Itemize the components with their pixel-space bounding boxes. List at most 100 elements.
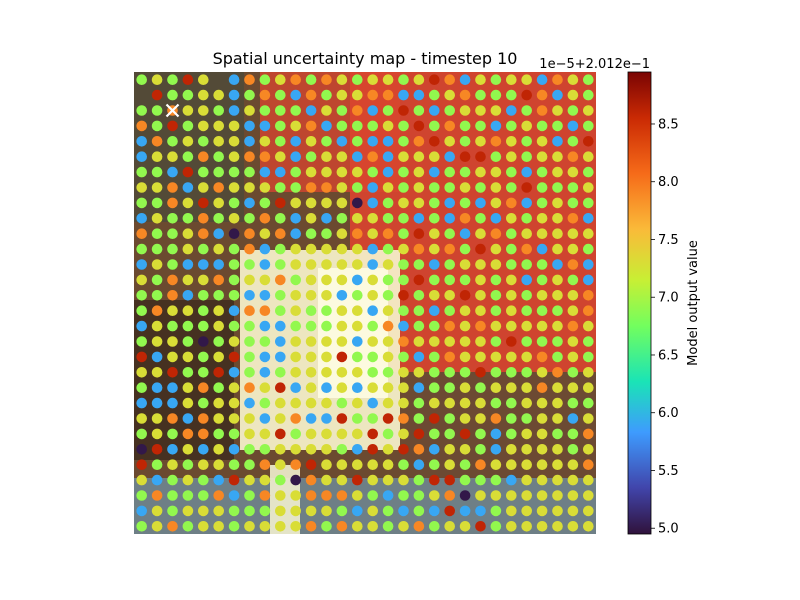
data-point — [213, 444, 224, 455]
data-point — [521, 474, 532, 486]
data-point — [321, 367, 332, 378]
data-point — [136, 459, 147, 471]
data-point — [167, 413, 178, 424]
data-point — [305, 351, 317, 363]
data-point — [536, 444, 548, 455]
data-point — [136, 505, 147, 517]
data-point — [275, 505, 286, 517]
data-point — [259, 505, 271, 517]
data-point — [244, 521, 255, 532]
data-point — [413, 166, 425, 178]
data-point — [367, 89, 379, 101]
data-point — [459, 367, 471, 378]
data-point — [352, 259, 363, 270]
data-point — [259, 228, 271, 239]
data-point — [367, 151, 379, 162]
data-point — [198, 444, 209, 455]
data-point — [398, 259, 409, 270]
data-point — [167, 182, 178, 193]
data-point — [398, 444, 409, 455]
data-point — [583, 290, 594, 301]
data-point — [490, 74, 502, 85]
data-point — [213, 151, 224, 162]
data-point — [367, 243, 379, 255]
data-point — [182, 197, 194, 209]
data-point — [444, 490, 456, 501]
data-point — [259, 444, 271, 455]
data-point — [536, 274, 548, 286]
data-point — [228, 413, 240, 424]
data-point — [151, 243, 163, 255]
data-point — [567, 428, 579, 440]
data-point — [413, 74, 425, 85]
data-point — [151, 120, 163, 132]
data-point — [321, 444, 332, 455]
data-point — [475, 521, 486, 532]
data-point — [506, 444, 517, 455]
data-point — [259, 166, 271, 178]
data-point — [521, 213, 532, 224]
data-point — [151, 320, 163, 332]
data-point — [228, 74, 240, 85]
data-point — [583, 490, 594, 501]
data-point — [198, 74, 209, 85]
data-point — [167, 197, 178, 209]
data-point — [490, 151, 502, 162]
data-point — [506, 274, 517, 286]
data-point — [352, 505, 363, 517]
data-point — [382, 259, 394, 270]
data-point — [321, 105, 332, 116]
data-point — [336, 166, 348, 178]
data-point — [151, 382, 163, 394]
data-point — [136, 290, 147, 301]
data-point — [567, 290, 579, 301]
data-point — [521, 428, 532, 440]
data-point — [259, 105, 271, 116]
data-point — [228, 336, 240, 347]
data-point — [583, 382, 594, 394]
data-point — [213, 290, 224, 301]
data-point — [490, 367, 502, 378]
data-point — [305, 259, 317, 270]
data-point — [506, 120, 517, 132]
data-point — [259, 397, 271, 409]
data-point — [275, 89, 286, 101]
data-point — [459, 320, 471, 332]
data-point — [536, 166, 548, 178]
data-point — [290, 259, 302, 270]
data-point — [475, 305, 486, 317]
data-point — [182, 521, 194, 532]
data-point — [213, 228, 224, 239]
data-point — [151, 336, 163, 347]
data-point — [290, 382, 302, 394]
data-point — [305, 74, 317, 85]
data-point — [275, 428, 286, 440]
data-point — [506, 136, 517, 147]
colorbar-tick-label: 8.5 — [658, 117, 679, 132]
data-point — [429, 397, 440, 409]
data-point — [275, 521, 286, 532]
data-point — [244, 243, 255, 255]
data-point — [367, 274, 379, 286]
data-point — [382, 197, 394, 209]
data-point — [583, 336, 594, 347]
data-point — [151, 166, 163, 178]
data-point — [567, 413, 579, 424]
data-point — [228, 428, 240, 440]
data-point — [506, 182, 517, 193]
data-point — [244, 490, 255, 501]
data-point — [305, 166, 317, 178]
data-point — [413, 382, 425, 394]
data-point — [321, 290, 332, 301]
data-point — [444, 459, 456, 471]
data-point — [490, 474, 502, 486]
data-point — [352, 120, 363, 132]
data-point — [429, 305, 440, 317]
data-point — [536, 367, 548, 378]
data-point — [367, 382, 379, 394]
data-point — [382, 336, 394, 347]
data-point — [259, 136, 271, 147]
data-point — [182, 136, 194, 147]
data-point — [259, 428, 271, 440]
data-point — [521, 397, 532, 409]
